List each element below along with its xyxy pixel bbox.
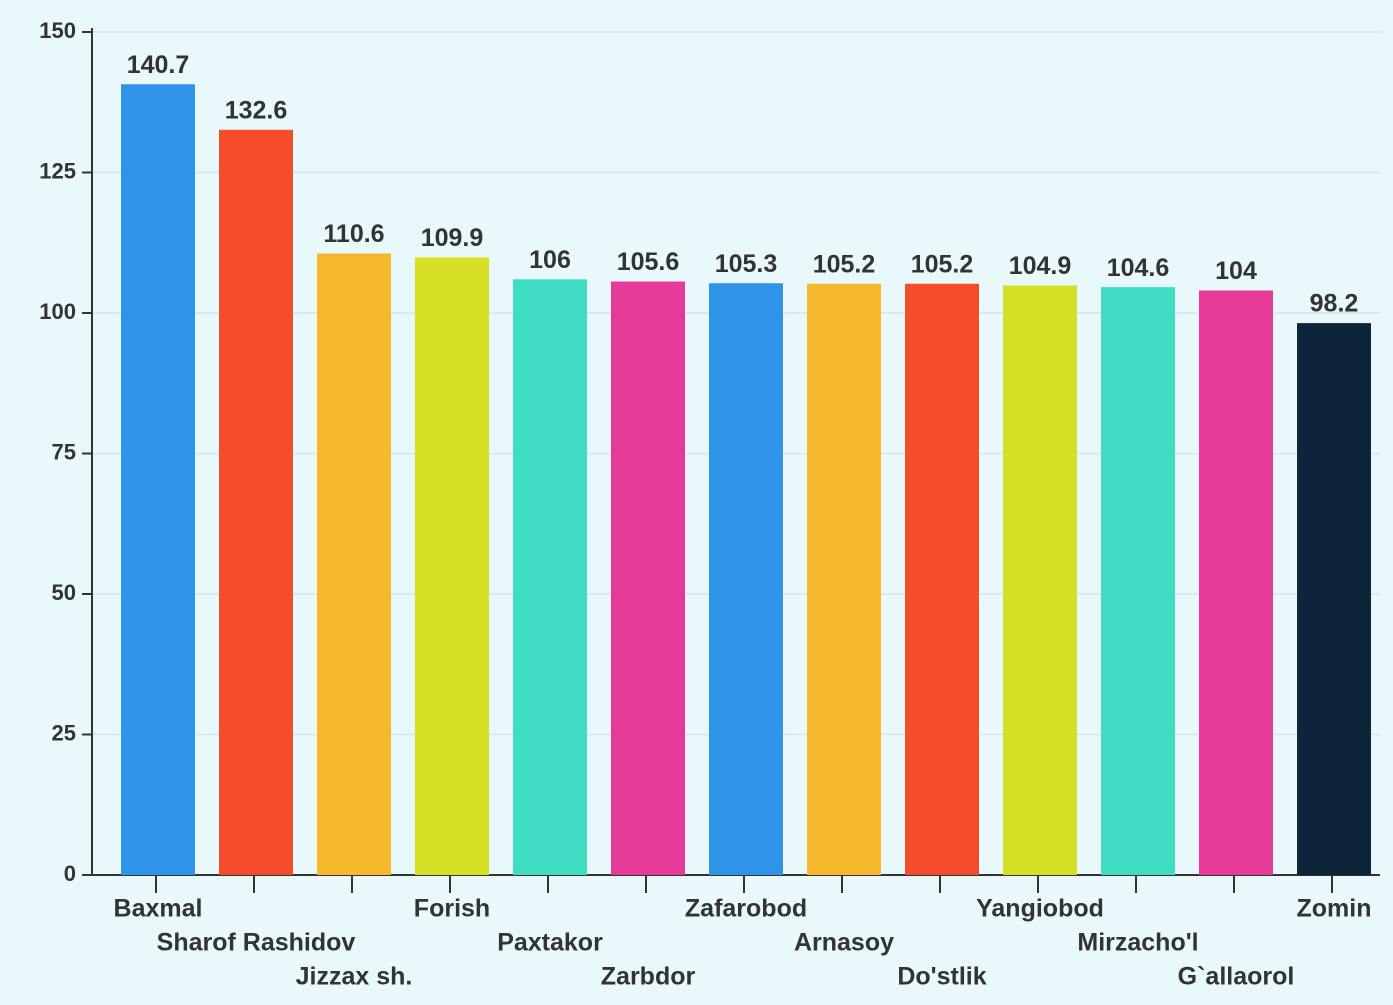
x-tick-label: G`allaorol [1178, 963, 1295, 991]
bar [611, 281, 685, 875]
bar [513, 279, 587, 875]
y-tick-label: 100 [39, 299, 76, 324]
bar [317, 253, 391, 876]
x-tick-label: Zafarobod [685, 895, 807, 923]
value-label: 98.2 [1310, 290, 1359, 318]
y-tick-label: 25 [52, 720, 76, 745]
x-tick-label: Forish [414, 895, 490, 923]
y-tick-label: 75 [52, 439, 76, 464]
value-label: 132.6 [225, 96, 288, 124]
x-tick-label: Mirzacho'l [1077, 929, 1198, 957]
value-label: 105.2 [911, 250, 974, 278]
value-label: 104 [1215, 257, 1257, 285]
bar [1297, 323, 1371, 876]
bar [121, 84, 195, 876]
x-tick-label: Yangiobod [976, 895, 1104, 923]
bar [905, 283, 979, 875]
value-label: 106 [529, 246, 571, 274]
y-tick-label: 125 [39, 158, 76, 183]
value-label: 140.7 [127, 51, 190, 79]
x-tick-label: Jizzax sh. [296, 963, 413, 991]
x-tick-label: Paxtakor [497, 929, 603, 957]
x-tick-label: Baxmal [114, 895, 203, 923]
bar [415, 257, 489, 875]
y-tick-label: 150 [39, 18, 76, 43]
value-label: 104.9 [1009, 252, 1072, 280]
bar [1199, 290, 1273, 875]
value-label: 105.2 [813, 250, 876, 278]
value-label: 109.9 [421, 224, 484, 252]
x-tick-label: Zarbdor [601, 963, 696, 991]
value-label: 105.6 [617, 248, 680, 276]
y-tick-label: 0 [64, 861, 76, 886]
bar [709, 283, 783, 875]
bar [1003, 285, 1077, 875]
bar [807, 283, 881, 875]
x-tick-label: Sharof Rashidov [157, 929, 356, 957]
x-tick-label: Arnasoy [794, 929, 894, 957]
value-label: 104.6 [1107, 254, 1170, 282]
x-tick-label: Do'stlik [897, 963, 986, 991]
y-tick-label: 50 [52, 580, 76, 605]
bar [219, 129, 293, 876]
bar [1101, 287, 1175, 875]
x-tick-label: Zomin [1297, 895, 1372, 923]
value-label: 110.6 [323, 220, 384, 248]
value-label: 105.3 [715, 250, 778, 278]
